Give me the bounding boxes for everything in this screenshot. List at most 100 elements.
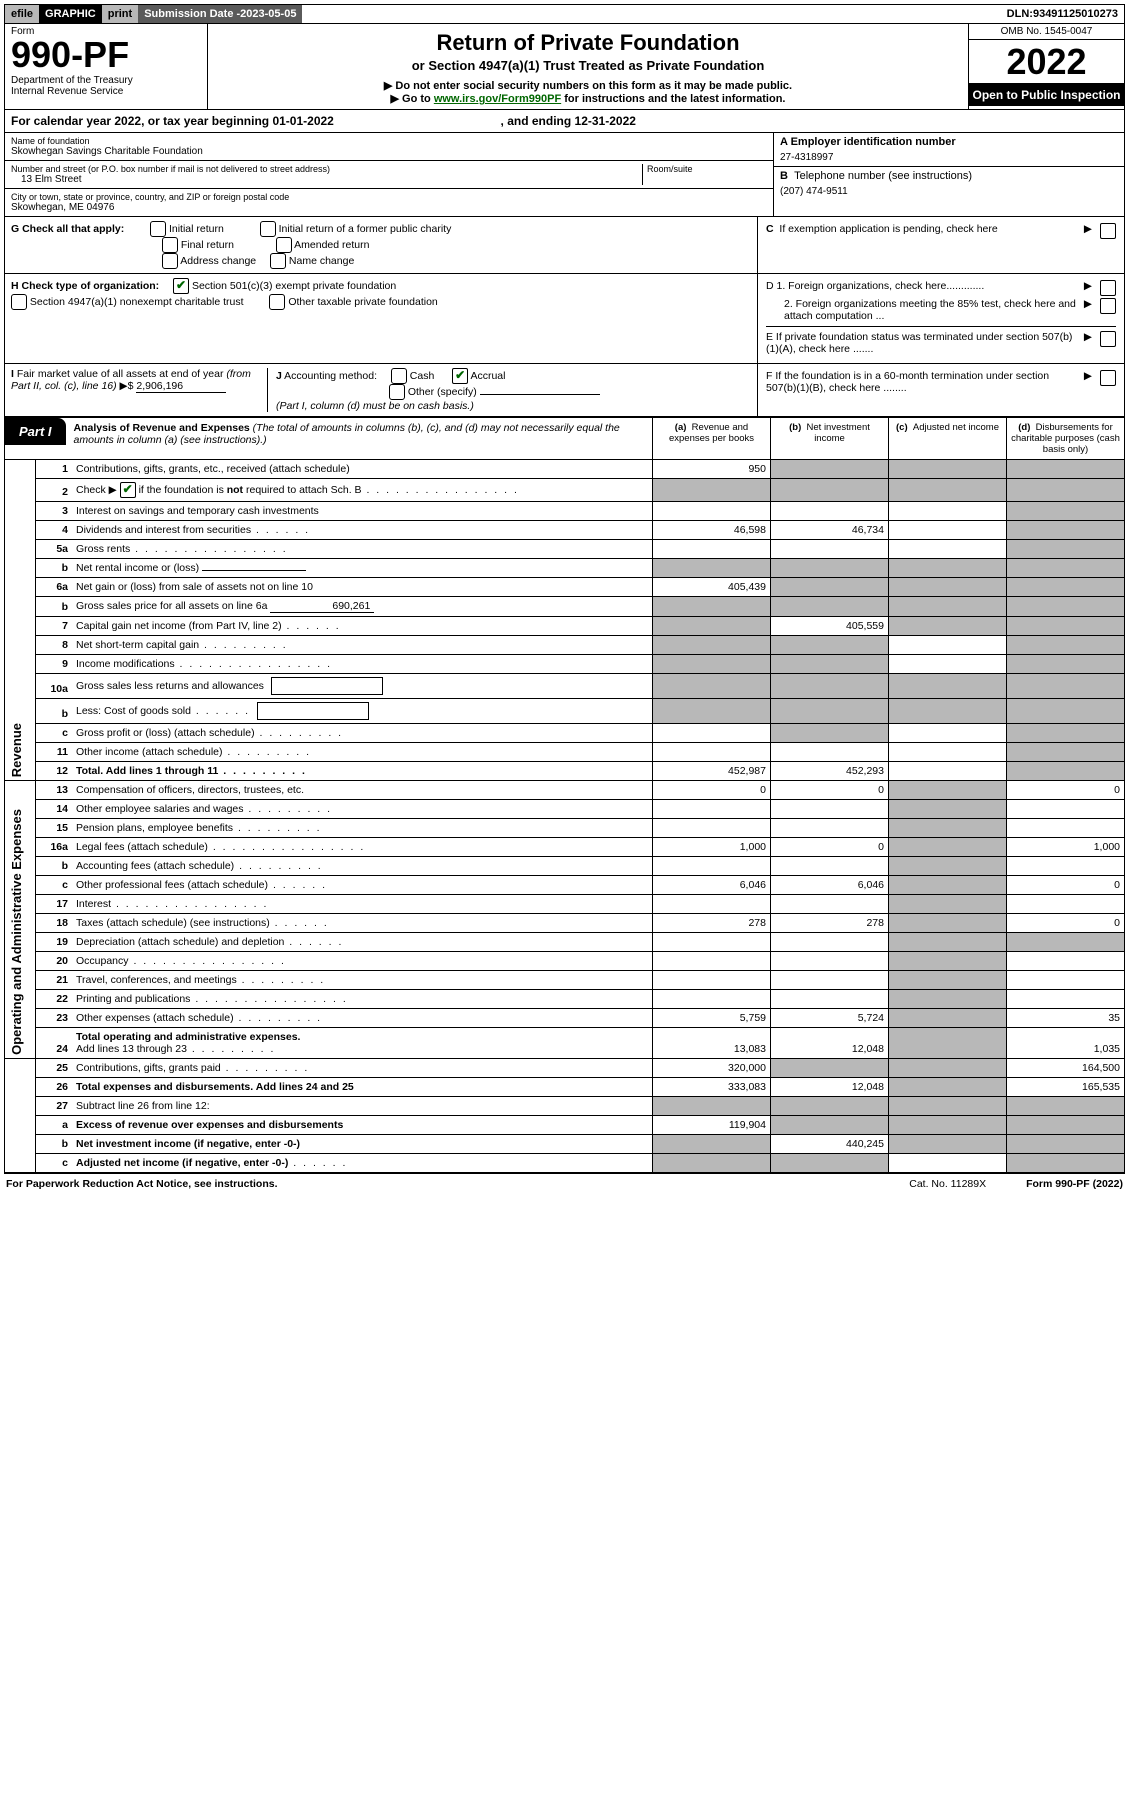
col-c-header: (c) Adjusted net income	[888, 418, 1006, 459]
desc-2: Check ▶ if the foundation is not require…	[72, 479, 653, 502]
ln-25: 25	[36, 1059, 73, 1078]
c-line: C If exemption application is pending, c…	[766, 223, 1116, 239]
graphic-button[interactable]: GRAPHIC	[39, 5, 102, 23]
side-revenue: Revenue	[9, 723, 24, 777]
name-label: Name of foundation	[11, 136, 767, 146]
check-schb[interactable]	[120, 482, 136, 498]
opt-initial-former: Initial return of a former public charit…	[279, 223, 452, 235]
opt-other-method: Other (specify)	[408, 386, 477, 398]
check-501c3[interactable]	[173, 278, 189, 294]
ln-27a: a	[36, 1116, 73, 1135]
submission-date: Submission Date - 2023-05-05	[138, 5, 302, 23]
amt-24a: 13,083	[653, 1028, 771, 1059]
efile-button[interactable]: efile	[5, 5, 39, 23]
desc-14: Other employee salaries and wages	[72, 800, 653, 819]
row-g-c: G Check all that apply: Initial return I…	[4, 217, 1125, 274]
desc-18: Taxes (attach schedule) (see instruction…	[72, 914, 653, 933]
check-d2[interactable]	[1100, 298, 1116, 314]
check-e[interactable]	[1100, 331, 1116, 347]
foundation-name: Skowhegan Savings Charitable Foundation	[11, 146, 767, 157]
check-address-change[interactable]	[162, 253, 178, 269]
ln-5a: 5a	[36, 540, 73, 559]
opt-cash: Cash	[410, 370, 435, 382]
check-final-return[interactable]	[162, 237, 178, 253]
check-amended-return[interactable]	[276, 237, 292, 253]
address-label: Number and street (or P.O. box number if…	[11, 164, 642, 174]
amt-23d: 35	[1007, 1009, 1125, 1028]
form-title: Return of Private Foundation	[218, 30, 958, 56]
check-d1[interactable]	[1100, 280, 1116, 296]
ln-16a: 16a	[36, 838, 73, 857]
check-other-method[interactable]	[389, 384, 405, 400]
ln-10b: b	[36, 699, 73, 724]
part1-desc: Analysis of Revenue and Expenses (The to…	[66, 418, 652, 459]
irs-link[interactable]: www.irs.gov/Form990PF	[434, 93, 561, 105]
desc-10a: Gross sales less returns and allowances	[72, 674, 653, 699]
check-f[interactable]	[1100, 370, 1116, 386]
dln: DLN: 93491125010273	[1001, 5, 1124, 23]
ln-27: 27	[36, 1097, 73, 1116]
amt-13d: 0	[1007, 781, 1125, 800]
check-name-change[interactable]	[270, 253, 286, 269]
tax-year: 2022	[969, 40, 1124, 84]
desc-4: Dividends and interest from securities	[72, 521, 653, 540]
amt-16c-a: 6,046	[653, 876, 771, 895]
identity-block: Name of foundation Skowhegan Savings Cha…	[4, 133, 1125, 217]
amt-1a: 950	[653, 460, 771, 479]
ln-6a: 6a	[36, 578, 73, 597]
check-4947[interactable]	[11, 294, 27, 310]
desc-6a: Net gain or (loss) from sale of assets n…	[72, 578, 653, 597]
check-cash[interactable]	[391, 368, 407, 384]
amt-4b: 46,734	[771, 521, 889, 540]
d2-line: 2. Foreign organizations meeting the 85%…	[766, 298, 1116, 322]
ln-19: 19	[36, 933, 73, 952]
check-initial-former[interactable]	[260, 221, 276, 237]
ln-27c: c	[36, 1154, 73, 1173]
ln-8: 8	[36, 636, 73, 655]
col-d-header: (d) Disbursements for charitable purpose…	[1006, 418, 1124, 459]
desc-26: Total expenses and disbursements. Add li…	[72, 1078, 653, 1097]
g-label: G Check all that apply:	[11, 223, 124, 235]
form-number: 990-PF	[11, 37, 201, 73]
ssn-note: Do not enter social security numbers on …	[218, 79, 958, 92]
j-note: (Part I, column (d) must be on cash basi…	[276, 400, 474, 412]
form-subtitle: or Section 4947(a)(1) Trust Treated as P…	[218, 58, 958, 73]
desc-16b: Accounting fees (attach schedule)	[72, 857, 653, 876]
amt-27b-b: 440,245	[771, 1135, 889, 1154]
desc-27b: Net investment income (if negative, ente…	[72, 1135, 653, 1154]
check-initial-return[interactable]	[150, 221, 166, 237]
amt-18b: 278	[771, 914, 889, 933]
ln-11: 11	[36, 743, 73, 762]
header-left: Form 990-PF Department of the Treasury I…	[5, 24, 208, 109]
room-label: Room/suite	[647, 164, 767, 174]
amt-12b: 452,293	[771, 762, 889, 781]
ln-13: 13	[36, 781, 73, 800]
amt-16a-b: 0	[771, 838, 889, 857]
city-value: Skowhegan, ME 04976	[11, 202, 767, 213]
amt-18a: 278	[653, 914, 771, 933]
row-h-d: H Check type of organization: Section 50…	[4, 274, 1125, 364]
ln-21: 21	[36, 971, 73, 990]
ein-value: 27-4318997	[780, 152, 1118, 163]
col-a-header: (a) Revenue and expenses per books	[652, 418, 770, 459]
check-other-taxable[interactable]	[269, 294, 285, 310]
calendar-year-line: For calendar year 2022, or tax year begi…	[4, 110, 1125, 133]
opt-initial-return: Initial return	[169, 223, 224, 235]
desc-12: Total. Add lines 1 through 11	[72, 762, 653, 781]
desc-21: Travel, conferences, and meetings	[72, 971, 653, 990]
ln-16b: b	[36, 857, 73, 876]
address: 13 Elm Street	[11, 174, 642, 185]
part1-header: Part I Analysis of Revenue and Expenses …	[4, 417, 1125, 460]
opt-address-change: Address change	[180, 255, 256, 267]
irs-label: Internal Revenue Service	[11, 86, 201, 97]
ln-12: 12	[36, 762, 73, 781]
desc-22: Printing and publications	[72, 990, 653, 1009]
print-button[interactable]: print	[102, 5, 138, 23]
ln-4: 4	[36, 521, 73, 540]
check-accrual[interactable]	[452, 368, 468, 384]
check-c[interactable]	[1100, 223, 1116, 239]
e-line: E If private foundation status was termi…	[766, 326, 1116, 355]
amt-18d: 0	[1007, 914, 1125, 933]
ln-22: 22	[36, 990, 73, 1009]
amt-25a: 320,000	[653, 1059, 771, 1078]
